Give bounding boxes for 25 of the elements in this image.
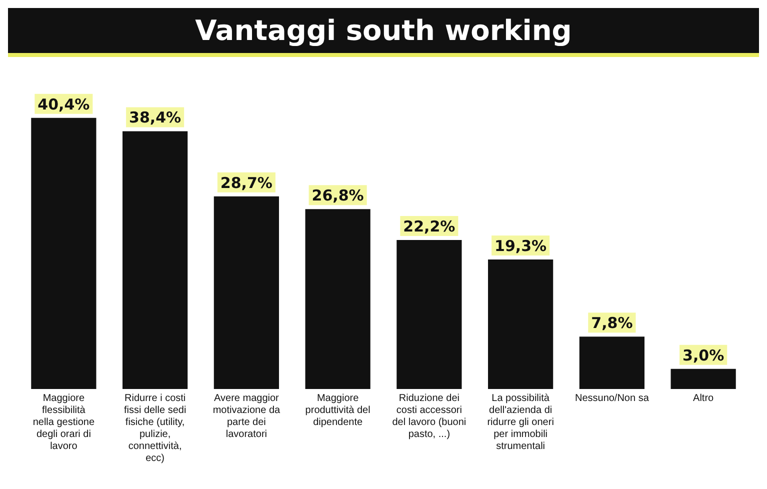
data-label: 22,2% (403, 217, 456, 236)
x-tick-label: Riduzione dei costi accessori del lavoro (buoni pasto, ...) (392, 392, 466, 440)
data-label: 26,8% (312, 186, 364, 205)
x-tick-label: La possibilità dell'azienda di ridurre gli oneri per immobili strumentali (487, 392, 554, 452)
x-tick-label: Ridurre i costi fissi delle sedi fisiche (utility, pulizie, connettività, ecc) (124, 392, 186, 464)
data-label: 7,8% (591, 314, 633, 332)
x-tick-label: Avere maggior motivazione da parte dei lavoratori (212, 392, 281, 440)
bar (396, 240, 462, 389)
chart-title: Vantaggi south working (8, 8, 759, 57)
x-tick-label: Altro (693, 392, 714, 404)
bar (214, 196, 279, 389)
bar (670, 368, 736, 389)
bar (488, 259, 554, 389)
data-label: 38,4% (129, 108, 182, 127)
bar (579, 336, 644, 389)
bar (305, 209, 370, 389)
data-label: 19,3% (494, 236, 547, 255)
x-tick-label: Nessuno/Non sa (574, 392, 650, 404)
bar (122, 131, 188, 389)
data-label: 40,4% (38, 95, 90, 114)
x-tick-label: Maggiore produttività del dipendente (305, 392, 370, 428)
x-tick-label: Maggiore flessibilità nella gestione degli orari di lavoro (32, 392, 95, 452)
data-label: 28,7% (220, 174, 272, 192)
data-label: 3,0% (682, 346, 724, 364)
bar (31, 118, 96, 389)
